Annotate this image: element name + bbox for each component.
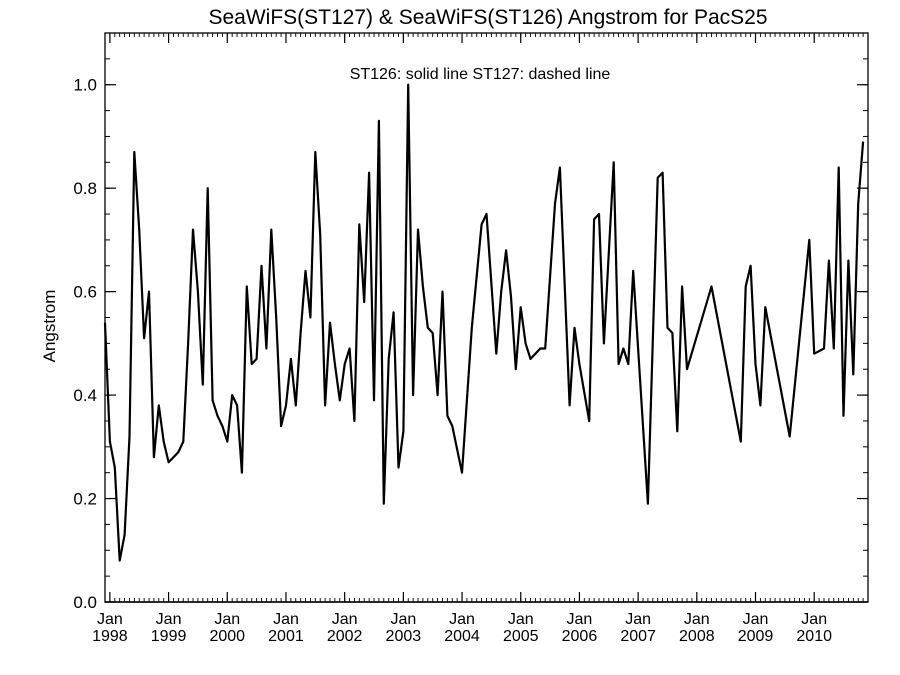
x-tick-year: 2005 [503, 628, 539, 645]
x-tick-month: Jan [508, 611, 534, 628]
x-tick-month: Jan [743, 611, 769, 628]
x-tick-year: 1998 [92, 628, 128, 645]
x-tick-month: Jan [567, 611, 593, 628]
series-layer [103, 83, 865, 562]
y-axis: 0.0 0.2 0.4 0.6 0.8 1.0 [73, 32, 868, 612]
x-tick-year: 2010 [796, 628, 832, 645]
x-tick-year: 2008 [679, 628, 715, 645]
y-tick-label: 0.4 [73, 386, 97, 405]
y-tick-label: 0.0 [73, 593, 97, 612]
y-tick-label: 0.2 [73, 490, 97, 509]
x-tick-year: 2003 [386, 628, 422, 645]
x-tick-month: Jan [801, 611, 827, 628]
x-tick-month: Jan [214, 611, 240, 628]
x-axis: Jan1998Jan1999Jan2000Jan2001Jan2002Jan20… [92, 33, 869, 645]
x-tick-year: 2007 [620, 628, 656, 645]
x-tick-month: Jan [390, 611, 416, 628]
x-tick-month: Jan [449, 611, 475, 628]
series-line-st126 [103, 83, 865, 562]
series-annotation: ST126: solid line ST127: dashed line [350, 66, 611, 83]
x-tick-year: 2002 [327, 628, 363, 645]
y-tick-label: 1.0 [73, 76, 97, 95]
x-tick-month: Jan [273, 611, 299, 628]
y-tick-label: 0.6 [73, 283, 97, 302]
x-tick-month: Jan [97, 611, 123, 628]
x-tick-year: 2006 [562, 628, 598, 645]
x-tick-year: 2000 [209, 628, 245, 645]
x-tick-month: Jan [684, 611, 710, 628]
x-tick-year: 2009 [738, 628, 774, 645]
x-tick-month: Jan [156, 611, 182, 628]
y-axis-label: Angstrom [40, 290, 59, 363]
x-tick-year: 2001 [268, 628, 304, 645]
x-tick-month: Jan [625, 611, 651, 628]
x-tick-month: Jan [332, 611, 358, 628]
x-tick-year: 1999 [151, 628, 187, 645]
x-tick-year: 2004 [444, 628, 480, 645]
y-tick-label: 0.8 [73, 179, 97, 198]
chart-title: SeaWiFS(ST127) & SeaWiFS(ST126) Angstrom… [208, 6, 767, 29]
